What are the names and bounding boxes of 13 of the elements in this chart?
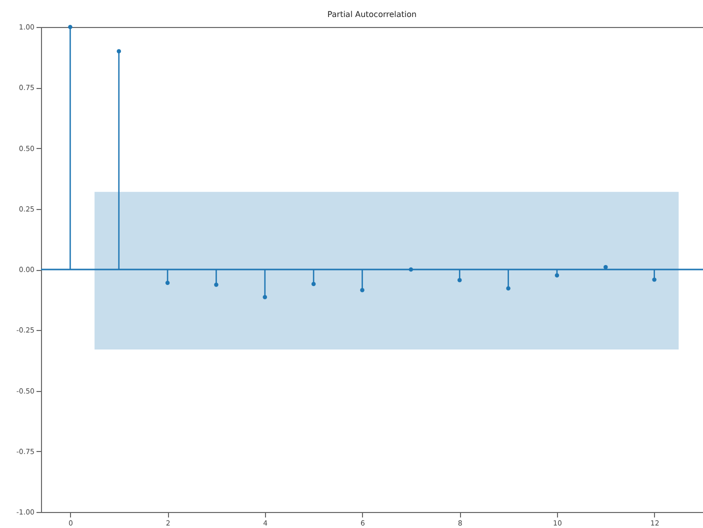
point	[311, 282, 316, 286]
point	[554, 273, 560, 278]
point	[262, 295, 268, 300]
chart-title: Partial Autocorrelation	[327, 10, 417, 19]
point	[360, 288, 364, 292]
point	[165, 280, 170, 285]
point	[604, 264, 608, 270]
point	[116, 49, 122, 54]
point	[652, 278, 656, 282]
point	[457, 278, 462, 282]
point	[214, 282, 218, 287]
point	[506, 286, 510, 291]
point	[68, 24, 72, 30]
